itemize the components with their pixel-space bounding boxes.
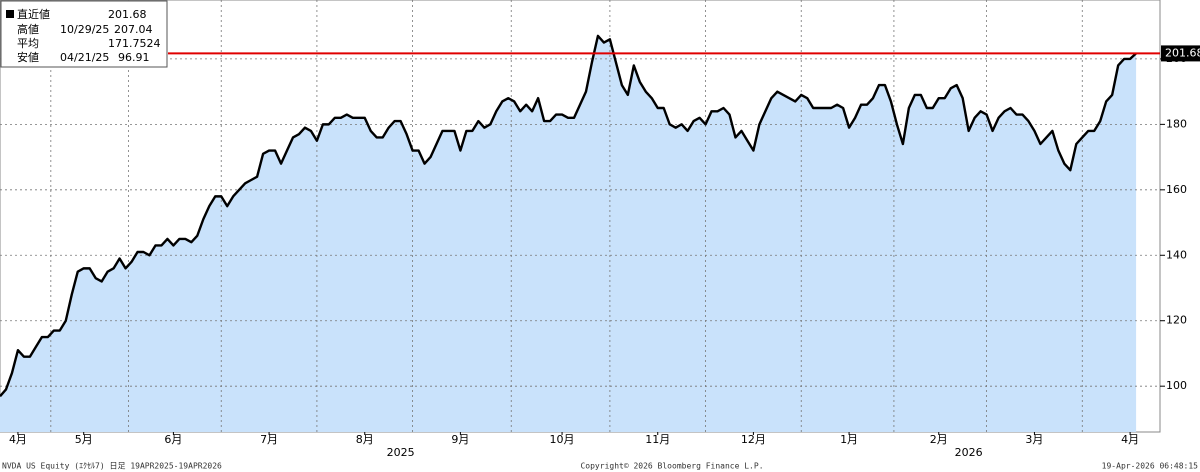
year-label: 2026 <box>955 446 983 459</box>
x-tick-label: 9月 <box>451 433 469 446</box>
x-tick-label: 7月 <box>260 433 278 446</box>
footer-center: Copyright© 2026 Bloomberg Finance L.P. <box>580 462 763 471</box>
legend-value: 171.7524 <box>108 37 161 50</box>
x-tick-label: 12月 <box>741 433 766 446</box>
x-tick-label: 10月 <box>550 433 575 446</box>
y-tick-label: 180 <box>1166 117 1187 130</box>
line <box>0 34 1137 398</box>
footer-right: 19-Apr-2026 06:48:15 <box>1102 462 1199 471</box>
legend-label: 安値 <box>17 50 39 64</box>
legend-swatch <box>6 10 14 18</box>
legend-value: 201.68 <box>108 8 147 21</box>
x-tick-label: 2月 <box>930 433 948 446</box>
x-tick-label: 6月 <box>164 433 182 446</box>
legend-label: 平均 <box>17 37 39 50</box>
x-tick-label: 11月 <box>645 433 670 446</box>
legend-value: 207.04 <box>114 23 153 36</box>
x-tick-label: 8月 <box>356 433 374 446</box>
y-tick-label: 140 <box>1166 248 1187 261</box>
y-tick-label: 160 <box>1166 183 1187 196</box>
area <box>0 35 1137 433</box>
legend-box <box>0 0 168 68</box>
x-tick-label: 1月 <box>840 433 858 446</box>
legend-date: 10/29/25 <box>60 23 109 36</box>
y-tick-label: 100 <box>1166 379 1187 392</box>
marks <box>0 0 1160 433</box>
price-tag-label: 201.68 <box>1165 46 1200 59</box>
y-tick-label: 120 <box>1166 314 1187 327</box>
legend-label: 高値 <box>17 22 39 36</box>
x-tick-label: 5月 <box>75 433 93 446</box>
legend-date: 04/21/25 <box>60 51 109 64</box>
legend: 直近値 201.68 高値 10/29/25 207.04 平均 171.752… <box>0 0 168 68</box>
price-tag <box>1161 45 1200 62</box>
legend-label: 直近値 <box>17 7 50 21</box>
year-label: 2025 <box>387 446 415 459</box>
footer-left: NVDA US Equity (ｴｸｾﾙ7) 日足 19APR2025-19AP… <box>2 462 222 471</box>
legend-value: 96.91 <box>118 51 150 64</box>
x-tick-label: 4月 <box>1121 433 1139 446</box>
x-tick-label: 4月 <box>9 433 27 446</box>
x-tick-label: 3月 <box>1025 433 1043 446</box>
